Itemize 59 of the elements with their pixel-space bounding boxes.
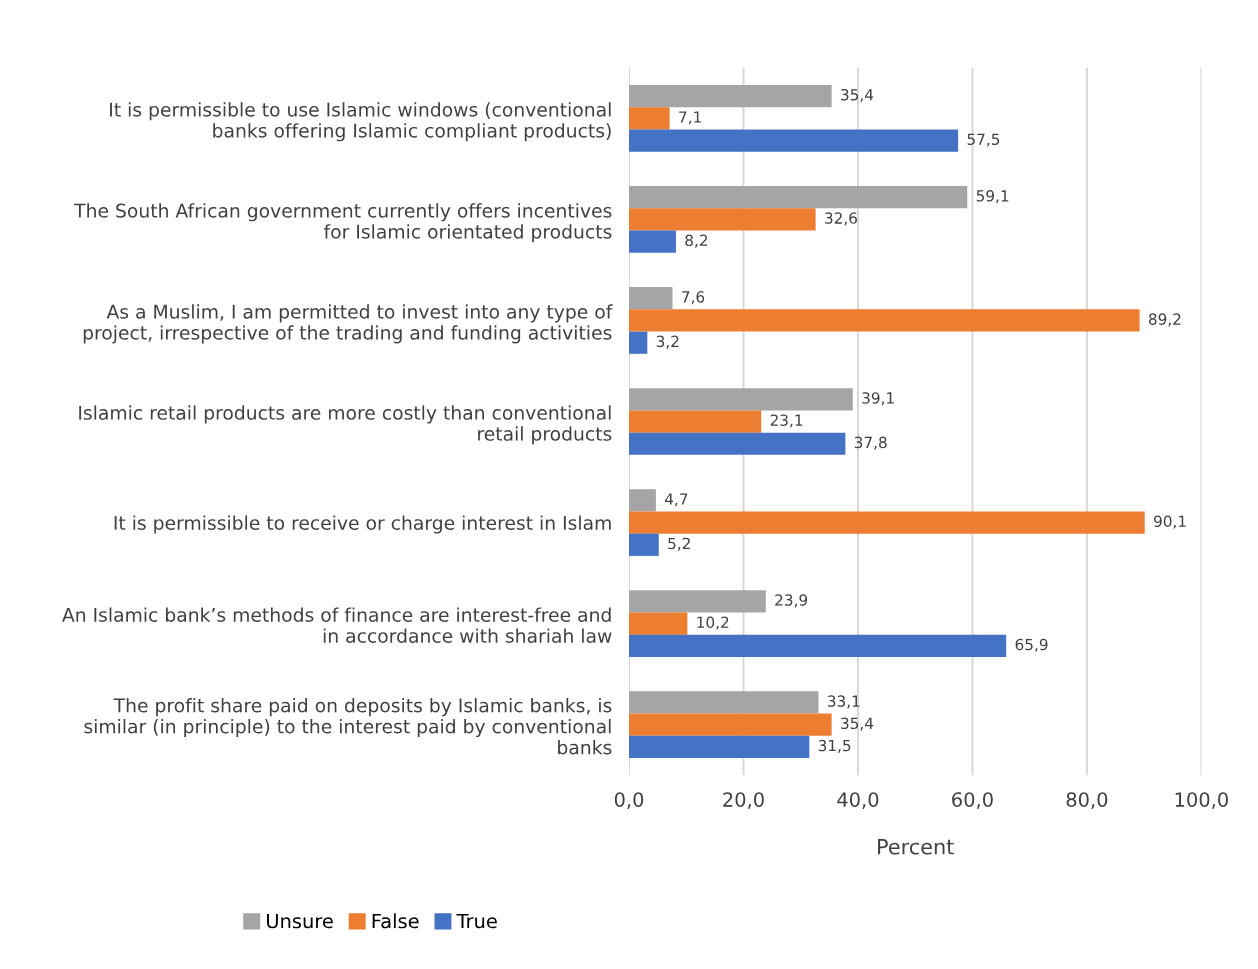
data-label: 57,5 [967, 133, 1000, 147]
x-axis-title: Percent [878, 839, 954, 855]
data-label: 3,2 [656, 335, 679, 349]
y-tick-label: It is permissible to use Islamic windows (conventional banks offering Islamic compliant products) [110, 102, 611, 142]
x-tick-label: 60,0 [952, 792, 993, 809]
y-tick-label: The South African government currently offers incentives for Islamic orientated products [74, 203, 612, 243]
bar [629, 410, 762, 433]
bar [629, 691, 819, 714]
bar [629, 713, 832, 736]
y-tick-label: Islamic retail products are more costly than conventional retail products [79, 405, 612, 445]
y-tick-label: It is permissible to receive or charge interest in Islam [114, 515, 611, 534]
data-label: 35,4 [841, 89, 874, 103]
data-label: 7,6 [682, 291, 705, 305]
data-label: 39,1 [862, 392, 894, 406]
bar [629, 287, 673, 310]
data-label: 4,7 [664, 493, 688, 507]
data-label: 33,1 [827, 695, 860, 709]
legend-label: Unsure [267, 913, 333, 929]
bar [629, 186, 968, 209]
data-label: 32,6 [825, 212, 857, 226]
bar [629, 85, 832, 108]
bar [629, 107, 670, 130]
bar [629, 388, 853, 411]
data-label: 65,9 [1015, 638, 1048, 652]
bar [629, 590, 766, 613]
bar [629, 533, 659, 556]
bar [629, 612, 688, 635]
legend-label: True [456, 913, 497, 929]
x-tick-label: 80,0 [1066, 792, 1108, 809]
bar [629, 331, 648, 354]
x-tick-label: 20,0 [723, 792, 764, 809]
data-label: 10,2 [697, 616, 729, 630]
bar [629, 208, 816, 231]
bar [629, 129, 959, 152]
bar [629, 634, 1007, 657]
data-label: 23,9 [775, 594, 808, 608]
data-label: 5,2 [668, 537, 690, 551]
data-label: 35,4 [841, 717, 874, 731]
bar [629, 432, 846, 455]
data-label: 8,2 [685, 234, 708, 248]
data-label: 37,8 [854, 436, 887, 450]
data-label: 89,2 [1148, 313, 1181, 327]
data-label: 90,1 [1154, 515, 1186, 529]
bar [629, 489, 656, 512]
bar [629, 309, 1140, 332]
x-tick-label: 40,0 [837, 792, 879, 809]
data-label: 23,1 [770, 414, 803, 428]
x-tick-label: 0,0 [614, 792, 644, 809]
y-tick-label: An Islamic bank’s methods of finance are interest-free and in accordance with shariah law [62, 607, 612, 643]
bar [629, 735, 810, 759]
data-label: 31,5 [818, 739, 851, 753]
bar [629, 230, 676, 253]
x-tick-label: 100,0 [1175, 792, 1228, 809]
data-label: 59,1 [976, 190, 1009, 204]
bar [629, 511, 1145, 534]
legend-label: False [372, 913, 419, 929]
y-tick-label: As a Muslim, I am permitted to invest into any type of project, irrespective of the trading and funding activities [83, 304, 613, 344]
data-label: 7,1 [679, 111, 701, 125]
y-tick-label: The profit share paid on deposits by Islamic banks, is similar (in principle) to the interest paid by conventional banks [84, 697, 612, 755]
